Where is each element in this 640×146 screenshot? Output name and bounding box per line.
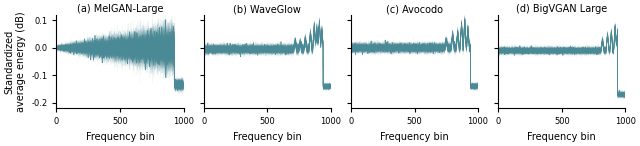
X-axis label: Frequency bin: Frequency bin [380,132,449,142]
Title: (d) BigVGAN Large: (d) BigVGAN Large [516,4,607,14]
Y-axis label: Standardized
average energy (dB): Standardized average energy (dB) [4,11,26,112]
Title: (b) WaveGlow: (b) WaveGlow [234,4,301,14]
Title: (a) MelGAN-Large: (a) MelGAN-Large [77,4,163,14]
Title: (c) Avocodo: (c) Avocodo [386,4,443,14]
X-axis label: Frequency bin: Frequency bin [233,132,301,142]
X-axis label: Frequency bin: Frequency bin [86,132,154,142]
X-axis label: Frequency bin: Frequency bin [527,132,596,142]
